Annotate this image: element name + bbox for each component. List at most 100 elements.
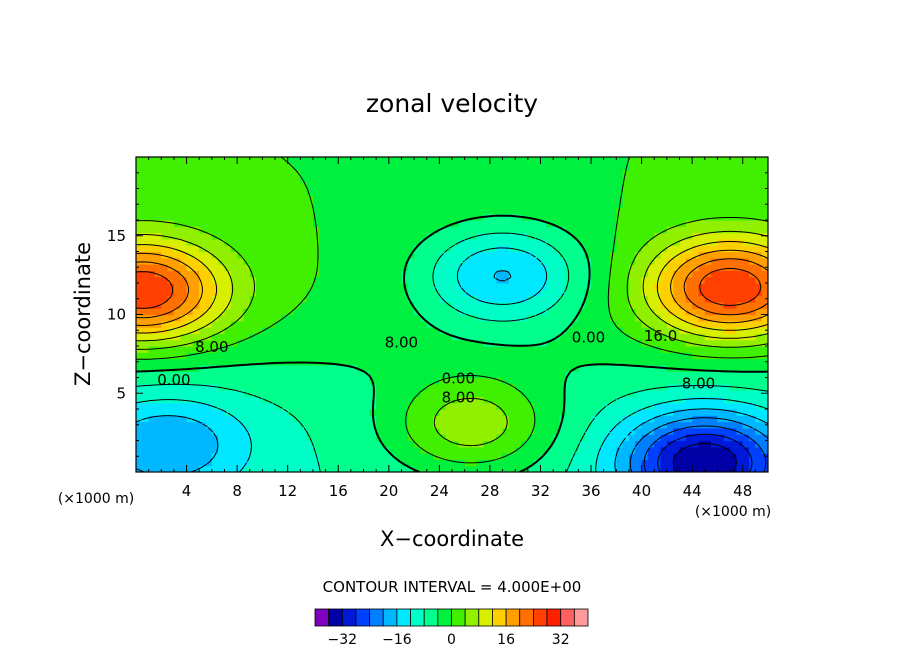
field-cell bbox=[704, 220, 712, 227]
field-cell bbox=[243, 402, 251, 410]
field-cell bbox=[275, 415, 282, 423]
field-cell bbox=[338, 358, 346, 366]
field-cell bbox=[489, 377, 497, 385]
field-cell bbox=[597, 339, 605, 347]
field-cell bbox=[749, 175, 756, 183]
field-cell bbox=[186, 396, 194, 404]
field-cell bbox=[521, 238, 529, 246]
field-cell bbox=[287, 459, 295, 467]
field-cell bbox=[407, 188, 415, 196]
field-cell bbox=[603, 245, 611, 253]
field-cell bbox=[508, 194, 516, 202]
field-cell bbox=[515, 295, 523, 303]
field-cell bbox=[161, 390, 169, 397]
field-cell bbox=[376, 188, 384, 196]
field-cell bbox=[294, 402, 301, 410]
field-cell bbox=[736, 352, 744, 360]
field-cell bbox=[496, 352, 504, 360]
field-cell bbox=[395, 226, 403, 234]
field-cell bbox=[458, 402, 466, 410]
field-cell bbox=[357, 232, 365, 240]
field-cell bbox=[211, 415, 219, 423]
field-cell bbox=[312, 377, 320, 385]
field-cell bbox=[736, 339, 744, 347]
field-cell bbox=[186, 446, 194, 454]
field-cell bbox=[685, 238, 693, 246]
field-cell bbox=[540, 396, 548, 404]
field-cell bbox=[502, 283, 510, 290]
field-cell bbox=[376, 409, 384, 416]
field-cell bbox=[344, 358, 352, 366]
field-cell bbox=[300, 270, 308, 278]
field-cell bbox=[572, 453, 579, 460]
field-cell bbox=[521, 327, 529, 334]
field-cell bbox=[717, 352, 725, 360]
field-cell bbox=[350, 270, 358, 278]
field-cell bbox=[565, 421, 573, 429]
field-cell bbox=[369, 238, 377, 246]
field-cell bbox=[388, 396, 396, 404]
field-cell bbox=[243, 283, 251, 290]
field-cell bbox=[502, 358, 510, 366]
field-cell bbox=[300, 421, 308, 429]
field-cell bbox=[654, 295, 662, 303]
field-cell bbox=[275, 390, 282, 397]
field-cell bbox=[666, 295, 674, 303]
field-cell bbox=[230, 396, 238, 404]
field-cell bbox=[211, 327, 219, 334]
field-cell bbox=[502, 226, 510, 234]
field-cell bbox=[673, 188, 681, 196]
field-cell bbox=[534, 453, 542, 460]
field-cell bbox=[300, 175, 308, 183]
field-cell bbox=[154, 270, 162, 278]
field-cell bbox=[761, 245, 768, 253]
field-cell bbox=[496, 465, 504, 472]
field-cell bbox=[395, 245, 403, 253]
field-cell bbox=[268, 283, 276, 290]
field-cell bbox=[338, 440, 346, 448]
field-cell bbox=[603, 459, 611, 467]
field-cell bbox=[294, 327, 301, 334]
field-cell bbox=[230, 371, 238, 379]
field-cell bbox=[502, 220, 510, 227]
field-cell bbox=[192, 220, 200, 227]
field-cell bbox=[439, 226, 447, 234]
field-cell bbox=[603, 257, 611, 265]
field-cell bbox=[249, 157, 257, 164]
field-cell bbox=[294, 194, 301, 202]
field-cell bbox=[357, 169, 365, 177]
field-cell bbox=[534, 232, 542, 240]
field-cell bbox=[414, 188, 421, 196]
field-cell bbox=[199, 182, 207, 190]
field-cell bbox=[458, 270, 466, 278]
field-cell bbox=[685, 182, 693, 190]
field-cell bbox=[426, 270, 434, 278]
field-cell bbox=[666, 333, 674, 341]
field-cell bbox=[616, 346, 624, 353]
field-cell bbox=[426, 264, 434, 271]
field-cell bbox=[186, 157, 194, 164]
field-cell bbox=[268, 194, 276, 202]
field-cell bbox=[243, 459, 251, 467]
field-cell bbox=[496, 289, 504, 297]
field-cell bbox=[464, 327, 472, 334]
field-cell bbox=[660, 232, 668, 240]
field-cell bbox=[502, 421, 510, 429]
field-cell bbox=[230, 226, 238, 234]
field-cell bbox=[173, 358, 181, 366]
field-cell bbox=[420, 295, 428, 303]
field-cell bbox=[312, 220, 320, 227]
field-cell bbox=[534, 314, 542, 322]
field-cell bbox=[470, 245, 478, 253]
field-cell bbox=[508, 459, 516, 467]
field-cell bbox=[249, 409, 257, 416]
field-cell bbox=[641, 301, 649, 309]
field-cell bbox=[534, 201, 542, 208]
field-cell bbox=[420, 339, 428, 347]
field-cell bbox=[224, 182, 232, 190]
field-cell bbox=[433, 226, 440, 234]
field-cell bbox=[622, 276, 630, 284]
field-cell bbox=[692, 308, 700, 316]
field-cell bbox=[325, 232, 333, 240]
field-cell bbox=[749, 232, 756, 240]
